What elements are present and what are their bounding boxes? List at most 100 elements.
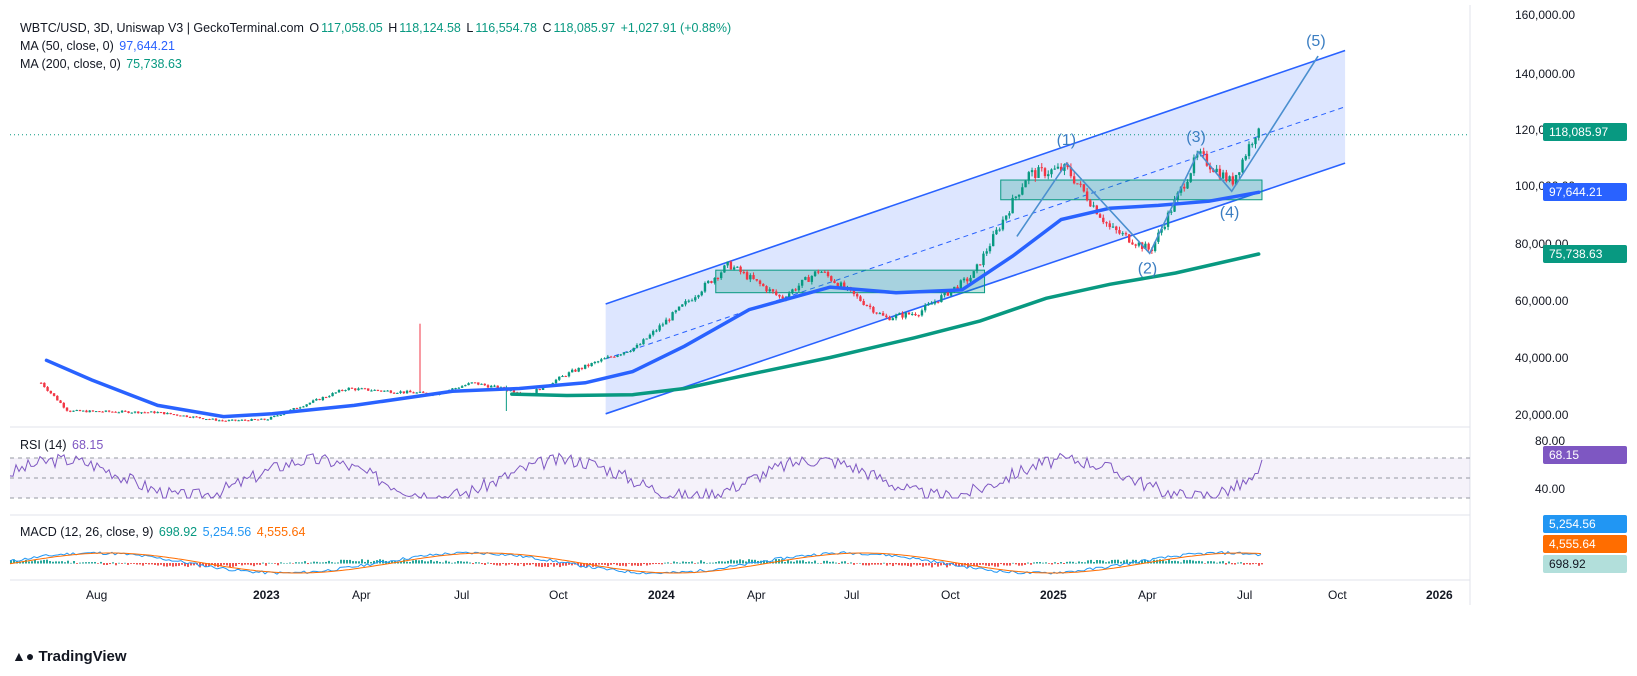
time-axis-label: Aug (86, 588, 108, 602)
macd-histogram-bar (817, 562, 819, 564)
candle-body (250, 419, 253, 421)
macd-histogram-bar (499, 563, 501, 566)
candle-body (120, 410, 124, 413)
candle-body (305, 404, 308, 407)
candle-body (1072, 176, 1076, 184)
macd-histogram-bar (466, 561, 468, 564)
macd-histogram-bar (361, 559, 363, 564)
macd-histogram-bar (28, 561, 30, 564)
candle-body (88, 410, 91, 413)
macd-histogram-bar (667, 562, 669, 564)
wave-label: (2) (1138, 260, 1158, 277)
macd-histogram-bar (550, 563, 552, 565)
macd-histogram-bar (955, 563, 957, 567)
macd-histogram-bar (43, 559, 45, 564)
macd-histogram-bar (124, 562, 126, 564)
macd-histogram-bar (1180, 562, 1182, 564)
macd-histogram-bar (1171, 560, 1173, 564)
candle-body (98, 411, 101, 413)
macd-histogram-bar (460, 561, 462, 564)
macd-price-tag: 5,254.56 (1543, 515, 1627, 533)
macd-histogram-bar (502, 563, 504, 564)
candle-body (1047, 174, 1050, 177)
macd-histogram-bar (526, 563, 528, 565)
macd-histogram-bar (1012, 562, 1014, 564)
candle-body (681, 304, 684, 307)
macd-histogram-bar (286, 562, 288, 564)
macd-histogram-bar (613, 563, 615, 565)
candle-body (1127, 234, 1131, 243)
low-value: 116,554.78 (475, 21, 537, 35)
ma50-price-tag: 97,644.21 (1543, 183, 1627, 201)
candle-body (454, 388, 457, 390)
macd-histogram-bar (856, 563, 858, 564)
candle-body (995, 229, 998, 235)
macd-histogram-bar (958, 563, 960, 567)
macd-histogram-bar (676, 562, 678, 564)
candle-body (315, 398, 318, 401)
candle-body (1208, 165, 1212, 170)
candle-body (564, 376, 567, 378)
candle-body (292, 408, 295, 410)
candle-body (655, 330, 658, 332)
candle-body (1170, 211, 1173, 213)
macd-histogram-bar (571, 563, 573, 566)
macd-histogram-bar (181, 563, 183, 565)
candle-body (787, 293, 791, 298)
candle-body (613, 356, 616, 358)
macd-histogram-bar (244, 563, 246, 565)
channel-fill (605, 50, 1346, 414)
macd-histogram-bar (301, 562, 303, 564)
macd-histogram-bar (754, 559, 756, 564)
time-axis-label: Apr (352, 588, 371, 602)
candle-body (619, 354, 622, 356)
tradingview-logo[interactable]: ▲● TradingView (12, 648, 127, 665)
candle-body (891, 318, 894, 321)
candle-body (237, 420, 240, 422)
macd-histogram-bar (640, 563, 642, 566)
candle-body (124, 410, 127, 412)
ma200-line (510, 252, 1261, 398)
macd-histogram-bar (1033, 562, 1035, 564)
candle-body (334, 392, 337, 394)
macd-histogram-bar (1258, 563, 1260, 566)
macd-histogram-bar (919, 563, 921, 566)
macd-histogram-bar (871, 563, 873, 565)
candle-body (490, 385, 493, 388)
candle-body (311, 400, 315, 403)
macd-histogram-bar (820, 563, 822, 564)
candle-body (1102, 217, 1105, 223)
macd-histogram-bar (127, 563, 129, 565)
candle-body (1163, 226, 1167, 229)
candle-body (357, 388, 360, 391)
macd-histogram-bar (1231, 563, 1233, 565)
macd-histogram-bar (829, 561, 831, 564)
wave-label: (4) (1220, 204, 1240, 221)
macd-histogram-bar (514, 563, 516, 566)
candle-body (823, 271, 826, 273)
candle-body (392, 392, 396, 394)
candle-body (263, 418, 266, 420)
candle-body (405, 390, 409, 394)
macd-histogram-bar (694, 563, 696, 564)
macd-histogram-bar (931, 563, 933, 568)
macd-histogram-bar (97, 563, 99, 564)
candle-body (464, 385, 467, 387)
candle-body (363, 388, 367, 390)
tradingview-logo-text: TradingView (38, 648, 127, 665)
candle-body (182, 415, 185, 417)
candle-body (208, 419, 211, 421)
candle-body (1183, 186, 1186, 189)
candle-body (1001, 219, 1005, 230)
time-axis-label: Oct (1328, 588, 1347, 602)
candle-body (639, 344, 642, 346)
macd-histogram-bar (517, 563, 519, 566)
candle-body (256, 419, 260, 421)
macd-histogram-bar (247, 563, 249, 565)
candle-body (719, 272, 723, 279)
macd-histogram-bar (136, 563, 138, 565)
macd-histogram-bar (802, 560, 804, 564)
macd-histogram-bar (1003, 563, 1005, 566)
close-label: C (542, 21, 552, 35)
